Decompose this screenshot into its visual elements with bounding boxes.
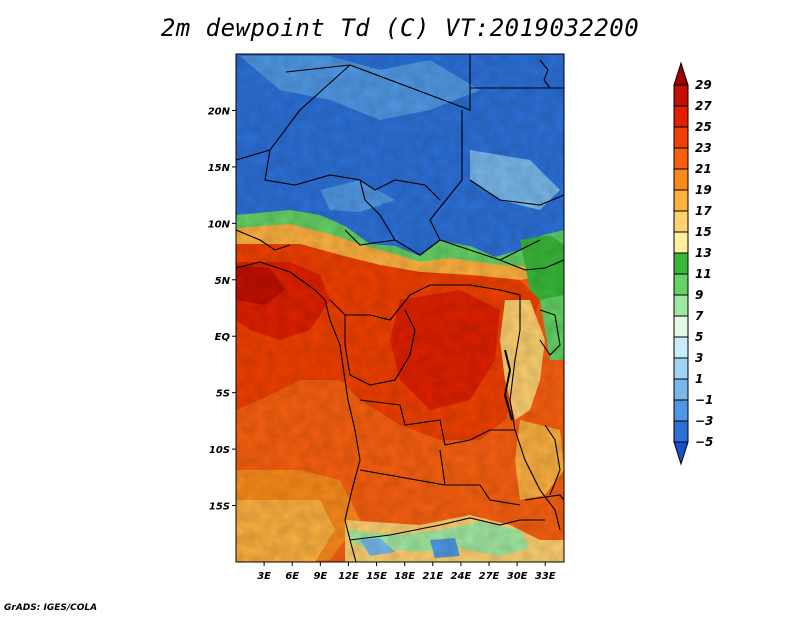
colorbar-segment	[673, 126, 689, 149]
y-tick-label: EQ	[215, 332, 231, 343]
x-tick-label: 27E	[479, 571, 500, 582]
y-tick-label: 15S	[209, 502, 230, 513]
colorbar-segment	[673, 210, 689, 233]
colorbar-segment	[673, 399, 689, 422]
colorbar-segment	[673, 252, 689, 275]
colorbar-level-label: 5	[695, 330, 703, 344]
x-tick-label: 24E	[451, 571, 472, 582]
colorbar-min-arrow	[673, 441, 689, 466]
colorbar-level-label: 1	[695, 372, 703, 386]
colorbar-level-label: 23	[695, 141, 712, 155]
colorbar-segment	[673, 105, 689, 128]
x-tick-label: 15E	[366, 571, 387, 582]
colorbar-level-label: 3	[695, 351, 703, 365]
x-tick-label: 33E	[535, 571, 556, 582]
x-tick-label: 30E	[507, 571, 528, 582]
colorbar-segment	[673, 189, 689, 212]
colorbar-segment	[673, 336, 689, 359]
x-tick-label: 18E	[394, 571, 415, 582]
colorbar-level-label: 11	[695, 267, 712, 281]
colorbar-segment	[673, 231, 689, 254]
colorbar: 29 27 25 23 21 19 17 15 13 11 9 7 5 3 1 −1 −3 −5	[673, 61, 713, 466]
x-tick-label: 3E	[257, 571, 271, 582]
colorbar-level-label: 19	[695, 183, 712, 197]
colorbar-segment	[673, 84, 689, 107]
colorbar-level-label: 9	[695, 288, 703, 302]
colorbar-level-label: 27	[695, 99, 712, 113]
y-tick-label: 15N	[208, 163, 231, 174]
x-tick-label: 12E	[338, 571, 359, 582]
colorbar-level-label: 7	[695, 309, 704, 323]
coastline-and-borders	[236, 54, 564, 562]
y-tick-label: 5N	[215, 276, 231, 287]
grads-credit: GrADS: IGES/COLA	[4, 603, 98, 613]
colorbar-segment	[673, 357, 689, 380]
y-tick-label: 10S	[209, 445, 230, 456]
colorbar-segment	[673, 168, 689, 191]
chart-title: 2m dewpoint Td (C) VT:2019032200	[160, 14, 640, 42]
x-axis: 3E 6E 9E 12E 15E 18E 21E 24E 27E 30E 33E	[257, 562, 556, 582]
y-axis: 20N 15N 10N 5N EQ 5S 10S 15S	[208, 106, 236, 513]
x-tick-label: 21E	[422, 571, 443, 582]
colorbar-segment	[673, 378, 689, 401]
colorbar-max-arrow	[673, 61, 689, 86]
colorbar-level-label: 17	[695, 204, 712, 218]
colorbar-level-label: 29	[695, 78, 712, 92]
colorbar-level-label: 15	[695, 225, 712, 239]
plot-frame	[235, 53, 565, 563]
colorbar-level-label: 13	[695, 246, 712, 260]
colorbar-level-label: −3	[695, 414, 713, 428]
y-tick-label: 10N	[208, 219, 231, 230]
colorbar-level-label: −5	[695, 435, 713, 449]
colorbar-segment	[673, 273, 689, 296]
colorbar-level-label: 21	[695, 162, 712, 176]
colorbar-segment	[673, 315, 689, 338]
colorbar-segment	[673, 294, 689, 317]
colorbar-level-label: −1	[695, 393, 713, 407]
x-tick-label: 9E	[313, 571, 327, 582]
y-tick-label: 5S	[216, 389, 230, 400]
colorbar-level-label: 25	[695, 120, 712, 134]
colorbar-segment	[673, 420, 689, 443]
colorbar-segment	[673, 147, 689, 170]
y-tick-label: 20N	[208, 106, 231, 117]
x-tick-label: 6E	[285, 571, 299, 582]
